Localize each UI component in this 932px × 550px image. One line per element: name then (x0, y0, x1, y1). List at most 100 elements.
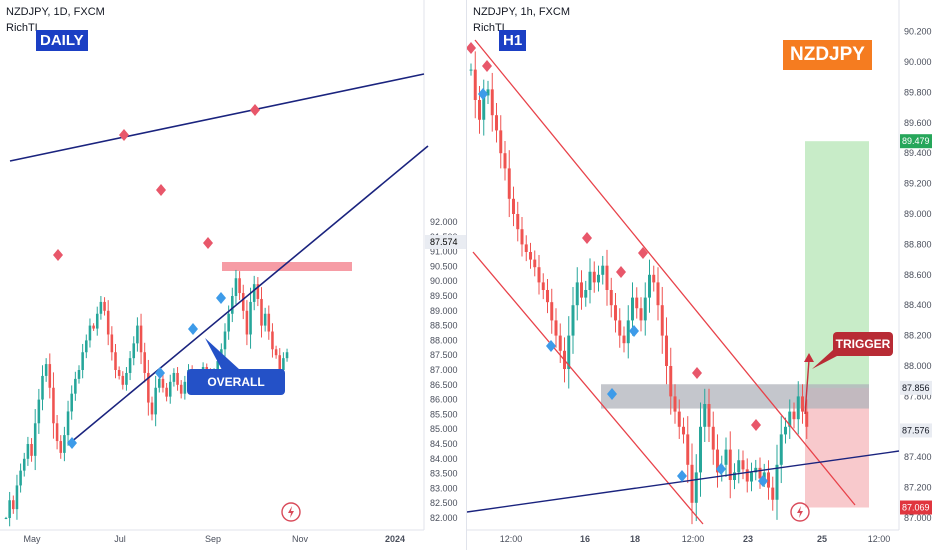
h1-candle (639, 308, 643, 321)
h1-target-price-label: 89.479 (902, 136, 930, 146)
daily-x-tick-label: May (23, 534, 41, 544)
daily-candle (282, 358, 285, 370)
h1-y-tick-label: 88.400 (904, 300, 932, 310)
h1-y-tick-label: 89.800 (904, 87, 932, 97)
daily-candle (106, 310, 110, 335)
daily-candle (249, 301, 252, 335)
h1-candle (524, 244, 528, 252)
h1-candle (728, 449, 732, 480)
h1-candle (767, 472, 770, 488)
daily-current-price-badge (425, 235, 466, 249)
h1-candle (512, 198, 515, 214)
daily-timeframe-tag: DAILY (36, 30, 88, 51)
daily-y-tick-label: 88.000 (430, 335, 458, 345)
h1-candle (792, 411, 796, 420)
h1-timeframe-tag: H1 (499, 30, 527, 51)
h1-candle (737, 460, 741, 473)
h1-low-pivot (629, 325, 639, 337)
daily-candle (132, 343, 136, 359)
daily-candle (99, 301, 103, 314)
daily-candle (125, 372, 128, 385)
h1-candle (499, 130, 503, 154)
daily-y-tick-label: 85.500 (430, 409, 458, 419)
h1-y-tick-label: 89.200 (904, 179, 932, 189)
h1-candle (690, 464, 694, 503)
h1-chart: 87.00087.20087.40087.60087.80088.00088.2… (467, 0, 932, 544)
h1-lightning-icon (790, 502, 810, 522)
trigger-pointer (812, 350, 837, 369)
h1-candle (686, 434, 690, 465)
daily-candle (278, 355, 282, 370)
daily-candle (41, 375, 44, 400)
daily-low-pivot (216, 292, 226, 304)
daily-lower-trendline (69, 145, 429, 444)
h1-chart-panel[interactable]: 87.00087.20087.40087.60087.80088.00088.2… (466, 0, 932, 550)
daily-y-tick-label: 82.500 (430, 498, 458, 508)
daily-candle (121, 375, 125, 385)
daily-candle (172, 372, 176, 382)
h1-candle (482, 95, 486, 120)
trigger-callout: TRIGGER (833, 332, 893, 356)
h1-candle (805, 411, 809, 427)
daily-current-price-label: 87.574 (430, 237, 458, 247)
h1-stop-price-label: 87.069 (902, 503, 930, 513)
h1-high-pivot (467, 42, 476, 54)
daily-candle (103, 301, 106, 311)
h1-y-tick-label: 90.000 (904, 57, 932, 67)
daily-y-tick-label: 90.500 (430, 261, 458, 271)
daily-candle (128, 358, 132, 373)
h1-candle (567, 335, 571, 370)
h1-candle (784, 426, 787, 435)
h1-candle (541, 282, 545, 290)
daily-candle (168, 381, 172, 397)
h1-y-tick-label: 87.400 (904, 452, 932, 462)
daily-candle (92, 325, 95, 329)
daily-candle (15, 485, 19, 510)
h1-candle (580, 282, 583, 298)
h1-candle (469, 69, 473, 71)
h1-candle (741, 460, 745, 470)
daily-low-pivot (188, 323, 198, 335)
h1-candle (673, 396, 677, 412)
daily-candle (74, 378, 77, 394)
daily-candle (150, 402, 154, 415)
h1-candle (707, 404, 711, 427)
daily-x-tick-label: Sep (205, 534, 221, 544)
daily-candle (238, 278, 241, 294)
daily-candle (161, 378, 165, 388)
h1-candle (724, 449, 728, 465)
daily-y-tick-label: 87.500 (430, 350, 458, 360)
daily-candle (44, 364, 48, 376)
daily-chart-panel[interactable]: 82.000 82.500 83.000 83.500 84.000 84.500 85.0… (0, 0, 466, 550)
daily-candle (88, 325, 92, 341)
h1-resistance-zone (601, 384, 869, 409)
daily-candle (63, 435, 66, 453)
daily-y-tick-label: 87.000 (430, 365, 458, 375)
h1-y-tick-label: 90.200 (904, 27, 932, 37)
daily-y-tick-label: 91.000 (430, 247, 458, 257)
h1-trigger-arrow (804, 359, 810, 415)
daily-candle (55, 423, 59, 442)
h1-stop-price-badge (900, 500, 932, 515)
h1-y-tick-label: 87.000 (904, 513, 932, 523)
h1-candle (677, 411, 681, 427)
daily-x-tick-label: 2024 (385, 534, 405, 544)
h1-candle (703, 404, 707, 427)
h1-candle (801, 396, 804, 412)
h1-candle (550, 302, 554, 321)
h1-trigger-price-badge (900, 380, 932, 395)
h1-low-pivot (677, 470, 687, 482)
h1-x-tick-label: 23 (743, 534, 753, 544)
h1-candle (618, 320, 622, 336)
daily-y-tick-label: 84.500 (430, 439, 458, 449)
h1-candle (622, 335, 626, 344)
h1-candle (745, 469, 749, 482)
h1-channel-lower (472, 251, 704, 525)
h1-low-pivot (758, 475, 768, 487)
h1-candle (626, 320, 630, 344)
h1-candle (571, 305, 575, 336)
h1-candle (609, 290, 613, 306)
daily-candle (22, 458, 26, 471)
h1-low-pivot (716, 463, 726, 475)
h1-candle (699, 426, 702, 473)
